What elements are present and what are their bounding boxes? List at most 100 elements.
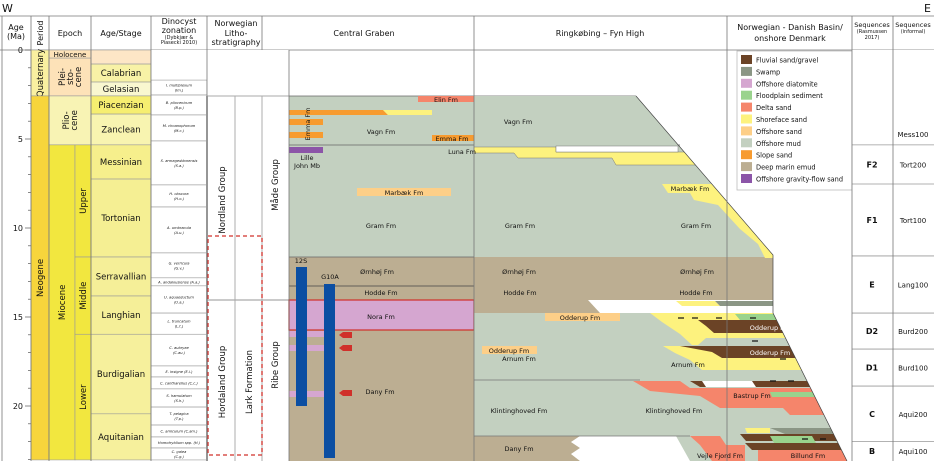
- legend-label: Deep marin emud: [756, 164, 816, 172]
- dinocyst-zone-label: A. umbracula: [166, 226, 191, 230]
- dinocyst-zone-label: (C.au.): [173, 351, 186, 355]
- stage-cell: [90, 413, 152, 461]
- age-tick-label: 5: [18, 135, 23, 144]
- dinocyst-zone-label: Homotryblium spp. (H.): [158, 441, 201, 445]
- rk-odderup-fm-label-2: Odderup Fm: [489, 347, 529, 355]
- epoch-label: Plei-sto-cene: [58, 67, 84, 88]
- basin-gram-fm-label: Gram Fm: [681, 222, 711, 230]
- dinocyst-zone-label: (S.h.): [174, 399, 184, 403]
- rk-arnum-fm-label: Arnum Fm: [502, 355, 536, 363]
- time-scale: 0 5 10 15 20 Quaternary Neogene Plei-sto-cene Pl…: [13, 46, 152, 461]
- dinocyst-zone-label: (H.o.): [174, 197, 185, 201]
- subepoch-label: Upper: [79, 188, 89, 214]
- legend-swatch: [741, 78, 752, 88]
- sequence-informal-label: Aqui200: [899, 411, 928, 419]
- epoch-cell: [48, 57, 92, 97]
- period-label: Quaternary: [36, 49, 46, 97]
- elin-fm-label: Elin Fm: [434, 96, 458, 104]
- luna-fm-label: Luna Fm: [448, 148, 476, 156]
- well-12s-label: 12S: [295, 257, 307, 265]
- lille-john-gravity-flow-sand: [289, 147, 323, 153]
- header-central-graben: Central Graben: [333, 29, 394, 38]
- dinocyst-zone-label: H. obscura: [169, 192, 188, 196]
- arrow-icon: [339, 332, 352, 338]
- arrow-icon: [339, 345, 352, 351]
- legend-label: Offshore diatomite: [756, 80, 818, 88]
- dinocyst-zone-label: T. pelagica: [169, 412, 188, 416]
- header-sequences-informal: Sequences (informal): [895, 21, 931, 35]
- dinocyst-zone-label: L. truncatum: [167, 320, 191, 324]
- dinocyst-zone-label: (M.c.): [174, 129, 185, 133]
- sequence-informal-label: Aqui100: [899, 448, 928, 456]
- dinocyst-zone-label: S. hamulatum: [166, 394, 192, 398]
- basin-arnum-fm-label: Arnum Fm: [671, 361, 705, 369]
- rk-gram-fm-label: Gram Fm: [505, 222, 535, 230]
- stage-label: Langhian: [101, 311, 140, 321]
- marbaek-fm-wedge: [662, 184, 775, 258]
- holocene-label: Holocene: [54, 51, 87, 59]
- stage-cell: [90, 295, 152, 335]
- header-ringkobing-fyn-high: Ringkøbing – Fyn High: [556, 29, 645, 38]
- header-sequences-rasmussen: Sequences (Rasmussen 2017): [854, 21, 890, 41]
- east-label: E: [924, 2, 931, 15]
- hodde-fm-label: Hodde Fm: [364, 289, 397, 297]
- stage-label: Tortonian: [100, 214, 140, 224]
- sequence-informal-label: Tort200: [899, 161, 926, 169]
- basin-klintinghoved-fm-label: Klintinghoved Fm: [646, 407, 703, 415]
- dinocyst-zone-label: A. andalousiense (A.a.): [157, 280, 200, 284]
- dinocyst-zone-label: S. armageddonensis: [161, 159, 198, 163]
- dinocyst-zone-label: (L.t.): [175, 325, 184, 329]
- dinocyst-zone-label: (A.u.): [174, 231, 184, 235]
- header-epoch: Epoch: [58, 29, 83, 38]
- subepoch-label: Lower: [79, 384, 89, 410]
- stage-label: Messinian: [100, 158, 142, 168]
- stage-label: Piacenzian: [98, 101, 143, 111]
- stage-cell: [90, 256, 152, 297]
- billund-delta-sand: [758, 450, 847, 461]
- legend-swatch: [741, 162, 752, 172]
- ornhoj-fm-label: Ørnhøj Fm: [360, 268, 394, 276]
- rk-ornhoj-fm-label: Ørnhøj Fm: [502, 268, 536, 276]
- sequence-rasmussen-label: D2: [866, 327, 878, 336]
- norwegian-lithostratigraphy: Nordland Group Hordaland Group Lark Form…: [206, 50, 289, 461]
- well-g10a-label: G10A: [321, 273, 339, 281]
- sequence-rasmussen-label: E: [869, 281, 874, 290]
- nora-fm-label: Nora Fm: [367, 313, 395, 321]
- emma-fm-label: Emma Fm: [436, 135, 469, 143]
- dinocyst-zone-label: (G.v.): [174, 266, 184, 270]
- dinocyst-zone-label: (T.p.): [174, 417, 184, 421]
- rk-odderup-fm-label-1: Odderup Fm: [560, 314, 600, 322]
- sequence-rasmussen-label: C: [869, 410, 875, 419]
- emma-fm-slope-sand: [289, 110, 388, 115]
- basin-hodde-fm-label: Hodde Fm: [679, 289, 712, 297]
- sequence-informal-label: Mess100: [897, 131, 928, 139]
- subepoch-label: Middle: [79, 282, 89, 310]
- dinocyst-zone-label: E. insigne (E.i.): [166, 370, 194, 374]
- basin-bastrup-fm-label: Bastrup Fm: [733, 392, 770, 400]
- basin-ornhoj-fm-label: Ørnhøj Fm: [680, 268, 714, 276]
- age-tick-label: 20: [13, 402, 23, 411]
- sequence-informal-label: Burd200: [898, 328, 928, 336]
- legend-label: Delta sand: [756, 104, 792, 112]
- sequence-rasmussen-label: B: [869, 447, 875, 456]
- dinocyst-zone-label: (U.a.): [174, 300, 185, 304]
- stage-label: Serravallian: [96, 273, 147, 283]
- legend-swatch: [741, 66, 752, 76]
- sequence-rasmussen-label: D1: [866, 364, 879, 373]
- dinocyst-zone-label: (S.a.): [174, 164, 184, 168]
- dinocyst-zone: [150, 114, 208, 142]
- basin-marbaek-fm-label: Marbæk Fm: [671, 185, 710, 193]
- well-12s-bar: [296, 267, 307, 406]
- stage-cell: [90, 49, 152, 65]
- shoreface-sand-bar: [383, 110, 432, 115]
- hordaland-group: Hordaland Group: [218, 346, 228, 418]
- epoch-cell: [48, 144, 76, 461]
- rk-vagn-fm-label: Vagn Fm: [504, 118, 532, 126]
- stage-label: Calabrian: [101, 69, 142, 79]
- stage-label: Gelasian: [103, 85, 140, 95]
- arrow-icon: [339, 390, 352, 396]
- legend-label: Swamp: [756, 68, 780, 76]
- well-g10a-bar: [324, 284, 335, 458]
- dinocyst-zone-label: C. aubryae: [169, 346, 189, 350]
- sequence-rasmussen-label: F1: [866, 216, 877, 225]
